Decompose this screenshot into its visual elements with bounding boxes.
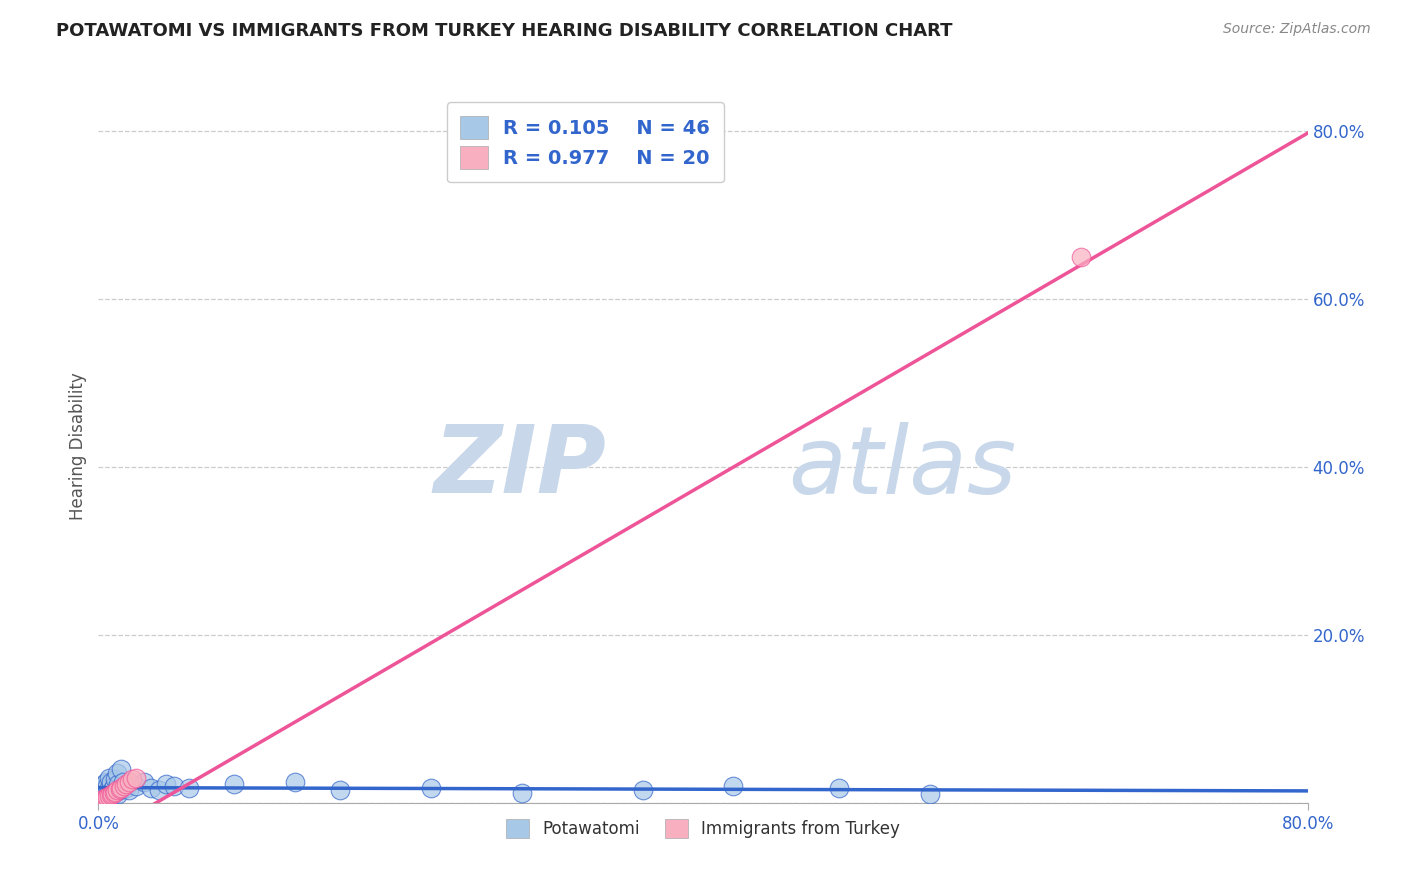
Text: POTAWATOMI VS IMMIGRANTS FROM TURKEY HEARING DISABILITY CORRELATION CHART: POTAWATOMI VS IMMIGRANTS FROM TURKEY HEA… bbox=[56, 22, 953, 40]
Point bbox=[918, 788, 941, 802]
Point bbox=[100, 789, 122, 803]
Point bbox=[93, 791, 115, 805]
Point bbox=[108, 782, 131, 797]
Point bbox=[141, 780, 163, 795]
Point bbox=[93, 777, 115, 791]
Point bbox=[89, 794, 111, 808]
Point bbox=[224, 777, 246, 791]
Y-axis label: Hearing Disability: Hearing Disability bbox=[69, 372, 87, 520]
Point bbox=[94, 786, 117, 800]
Legend: Potawatomi, Immigrants from Turkey: Potawatomi, Immigrants from Turkey bbox=[499, 812, 907, 845]
Point bbox=[94, 790, 117, 805]
Point bbox=[284, 774, 307, 789]
Point bbox=[105, 780, 128, 795]
Point bbox=[103, 779, 125, 793]
Text: atlas: atlas bbox=[787, 422, 1017, 513]
Point bbox=[90, 791, 112, 805]
Point bbox=[420, 780, 443, 795]
Point bbox=[148, 783, 170, 797]
Point bbox=[125, 779, 148, 793]
Point bbox=[96, 779, 118, 793]
Point bbox=[329, 783, 352, 797]
Point bbox=[105, 766, 128, 780]
Point bbox=[155, 777, 177, 791]
Point bbox=[96, 789, 118, 804]
Point bbox=[89, 789, 111, 803]
Point bbox=[101, 783, 124, 797]
Point bbox=[98, 789, 121, 803]
Point bbox=[90, 793, 112, 807]
Point bbox=[510, 786, 533, 800]
Text: ZIP: ZIP bbox=[433, 421, 606, 514]
Point bbox=[96, 791, 118, 805]
Point bbox=[112, 779, 135, 793]
Point bbox=[121, 772, 143, 787]
Point bbox=[104, 772, 127, 787]
Text: Source: ZipAtlas.com: Source: ZipAtlas.com bbox=[1223, 22, 1371, 37]
Point bbox=[94, 774, 117, 789]
Point bbox=[105, 783, 128, 797]
Point bbox=[101, 789, 124, 803]
Point bbox=[103, 786, 125, 800]
Point bbox=[179, 780, 201, 795]
Point bbox=[91, 792, 114, 806]
Point bbox=[103, 786, 125, 800]
Point bbox=[110, 780, 132, 795]
Point bbox=[631, 783, 654, 797]
Point bbox=[107, 777, 129, 791]
Point bbox=[723, 779, 745, 793]
Point bbox=[104, 785, 127, 799]
Point bbox=[1070, 250, 1092, 264]
Point bbox=[91, 788, 114, 802]
Point bbox=[118, 783, 141, 797]
Point bbox=[93, 783, 115, 797]
Point bbox=[98, 780, 121, 795]
Point bbox=[111, 774, 134, 789]
Point bbox=[118, 774, 141, 789]
Point bbox=[90, 786, 112, 800]
Point bbox=[94, 789, 117, 803]
Point bbox=[91, 780, 114, 795]
Point bbox=[114, 777, 136, 791]
Point bbox=[100, 774, 122, 789]
Point bbox=[132, 774, 155, 789]
Point bbox=[125, 771, 148, 785]
Point bbox=[98, 771, 121, 785]
Point bbox=[100, 788, 122, 802]
Point bbox=[110, 762, 132, 776]
Point bbox=[114, 780, 136, 795]
Point bbox=[828, 780, 851, 795]
Point bbox=[163, 779, 186, 793]
Point bbox=[107, 788, 129, 802]
Point bbox=[101, 788, 124, 802]
Point bbox=[108, 783, 131, 797]
